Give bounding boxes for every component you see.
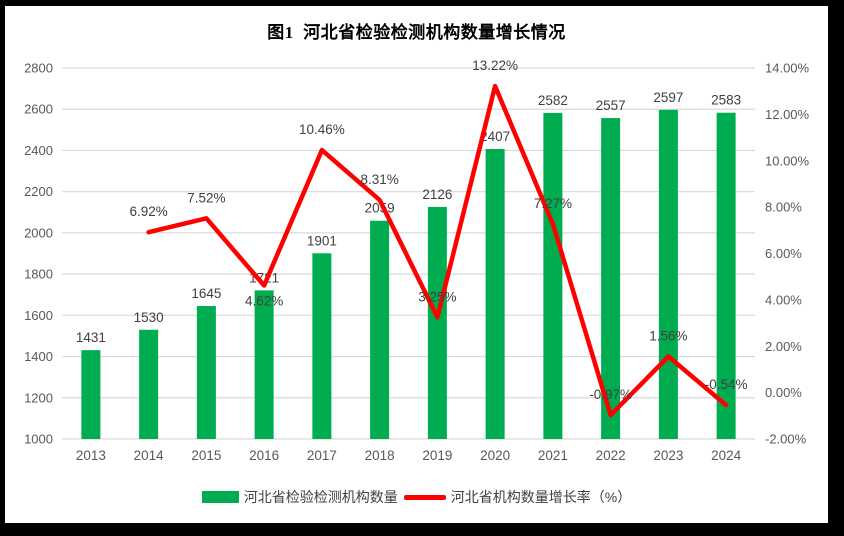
bar-value-label: 1901 — [307, 233, 337, 248]
line-value-label: 13.22% — [472, 58, 518, 73]
x-axis-label: 2017 — [307, 448, 337, 463]
legend-item-bars: 河北省检验检测机构数量 — [201, 487, 398, 507]
bar-value-label: 2557 — [596, 98, 626, 113]
x-axis-label: 2015 — [191, 448, 221, 463]
x-axis-label: 2016 — [249, 448, 279, 463]
right-axis-tick-label: 2.00% — [765, 339, 802, 354]
line-value-label: 7.52% — [187, 190, 225, 205]
line-value-label: 10.46% — [299, 122, 345, 137]
bar-series-swatch-icon — [201, 491, 239, 503]
bar-2024 — [716, 112, 736, 440]
right-axis-tick-label: 0.00% — [765, 385, 802, 400]
bar-2017 — [312, 253, 332, 439]
bar-value-label: 2583 — [711, 93, 741, 108]
left-axis-tick-label: 1000 — [24, 432, 53, 447]
line-value-label: 4.62% — [245, 293, 283, 308]
right-axis-tick-label: 12.00% — [765, 107, 810, 122]
bar-2020 — [485, 149, 505, 440]
bar-value-label: 2126 — [422, 187, 452, 202]
left-axis-tick-label: 2000 — [24, 225, 53, 240]
x-axis-label: 2014 — [134, 448, 165, 463]
legend-line-label: 河北省机构数量增长率（%） — [450, 489, 632, 505]
chart-title: 图1 河北省检验检测机构数量增长情况 — [267, 23, 566, 42]
left-axis-tick-label: 2200 — [24, 184, 53, 199]
right-axis-tick-label: -2.00% — [765, 432, 807, 447]
x-axis-label: 2020 — [480, 448, 510, 463]
chart-legend: 河北省检验检测机构数量 河北省机构数量增长率（%） — [5, 487, 828, 507]
bar-2013 — [81, 350, 101, 439]
bar-2022 — [601, 118, 621, 440]
bar-2015 — [196, 306, 216, 439]
line-value-label: 7.27% — [534, 196, 572, 211]
legend-item-line: 河北省机构数量增长率（%） — [403, 487, 632, 507]
left-axis-tick-label: 1400 — [24, 349, 53, 364]
growth-rate-line — [146, 83, 729, 418]
line-value-label: -0.97% — [589, 387, 632, 402]
bar-value-label: 2597 — [653, 90, 683, 105]
line-value-label: 1.56% — [649, 328, 687, 343]
left-axis-tick-label: 1800 — [24, 267, 53, 282]
bar-value-label: 1530 — [134, 310, 164, 325]
line-value-label: -0.54% — [705, 377, 748, 392]
right-axis-tick-label: 8.00% — [765, 200, 802, 215]
bar-2014 — [139, 329, 159, 439]
left-axis-tick-label: 2400 — [24, 143, 53, 158]
right-axis-tick-label: 10.00% — [765, 153, 810, 168]
bar-2021 — [543, 112, 563, 439]
bar-value-label: 1645 — [191, 286, 221, 301]
left-axis-tick-label: 1200 — [24, 390, 53, 405]
left-axis-tick-label: 2800 — [24, 61, 53, 76]
bar-2023 — [658, 109, 678, 440]
line-value-label: 6.92% — [129, 204, 167, 219]
line-value-label: 8.31% — [360, 172, 398, 187]
chart-plot: 1000 1200 1400 1600 1800 2000 2200 2400 2600 2800… — [24, 58, 810, 463]
x-axis-label: 2023 — [653, 448, 683, 463]
x-axis-label: 2019 — [422, 448, 452, 463]
right-axis-tick-label: 6.00% — [765, 246, 802, 261]
right-axis-tick-label: 14.00% — [765, 61, 810, 76]
right-axis-tick-label: 4.00% — [765, 292, 802, 307]
x-axis-label: 2018 — [365, 448, 395, 463]
left-axis-tick-label: 2600 — [24, 102, 53, 117]
x-axis-label: 2021 — [538, 448, 568, 463]
x-axis-label: 2013 — [76, 448, 106, 463]
left-axis-tick-label: 1600 — [24, 308, 53, 323]
bar-2018 — [370, 220, 390, 439]
line-series-swatch-icon — [403, 494, 446, 500]
bar-2019 — [427, 206, 447, 439]
x-axis-label: 2024 — [711, 448, 742, 463]
bar-value-label: 1431 — [76, 330, 106, 345]
bar-value-label: 2407 — [480, 129, 510, 144]
bar-value-label: 2582 — [538, 93, 568, 108]
x-axis-label: 2022 — [596, 448, 626, 463]
legend-bars-label: 河北省检验检测机构数量 — [243, 489, 398, 505]
bar-2016 — [254, 290, 274, 439]
line-value-label: 3.25% — [418, 289, 456, 304]
chart-container: 图1 河北省检验检测机构数量增长情况 1000 1200 1400 1600 1800 2… — [5, 6, 828, 523]
